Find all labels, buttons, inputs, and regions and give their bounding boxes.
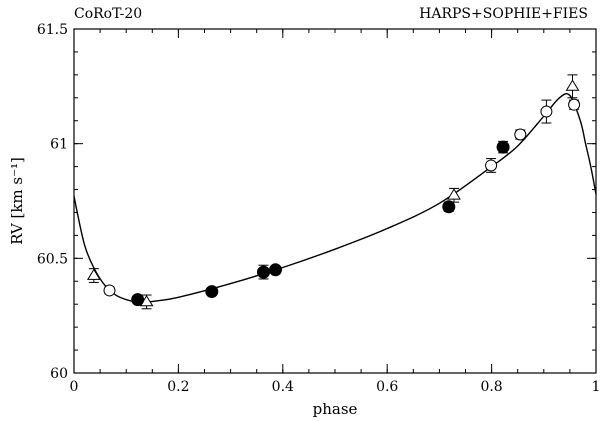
filled-circle-point [256,264,270,280]
model-curve [73,92,597,303]
triangle-marker [86,268,101,280]
filled-circle-marker [496,140,510,154]
filled-circle-marker [205,285,219,299]
y-tick-label: 61.5 [37,22,68,38]
open-circle-marker [540,105,553,118]
y-tick-label: 61 [50,137,68,153]
filled-circle-marker [256,265,270,279]
open-circle-point [540,99,553,124]
y-axis-ticks: 60 60.5 61 61.5 [37,22,596,382]
open-circle-marker [485,159,498,172]
x-axis-ticks: 0 0.2 0.4 0.6 0.8 1 [70,29,600,395]
x-tick-label: 0.6 [376,379,398,395]
data-points [86,74,581,310]
plot-frame [73,28,597,374]
open-circle-marker [103,284,116,297]
filled-circle-point [205,285,219,299]
instrument-label: HARPS+SOPHIE+FIES [419,6,588,22]
filled-circle-point [268,263,282,277]
y-tick-label: 60.5 [37,251,68,267]
y-axis-label: RV [km s⁻¹] [8,157,26,245]
open-circle-point [568,98,581,111]
triangle-point [565,74,580,99]
open-circle-marker [514,128,527,141]
x-tick-label: 0.8 [480,379,502,395]
star-name-label: CoRoT-20 [74,6,142,22]
triangle-marker [565,79,580,91]
x-tick-label: 0 [70,379,79,395]
filled-circle-point [442,200,456,214]
open-circle-point [103,284,116,297]
open-circle-marker [568,98,581,111]
open-circle-point [485,158,498,173]
filled-circle-marker [268,263,282,277]
x-tick-label: 0.4 [272,379,294,395]
filled-circle-marker [442,200,456,214]
x-tick-label: 1 [592,379,600,395]
x-axis-label: phase [313,400,358,418]
filled-circle-point [496,140,510,154]
filled-circle-marker [131,293,145,307]
triangle-marker [447,188,461,200]
filled-circle-point [131,293,145,307]
triangle-point [86,268,101,283]
y-tick-label: 60 [50,366,68,382]
open-circle-point [514,128,527,141]
x-tick-label: 0.2 [167,379,189,395]
